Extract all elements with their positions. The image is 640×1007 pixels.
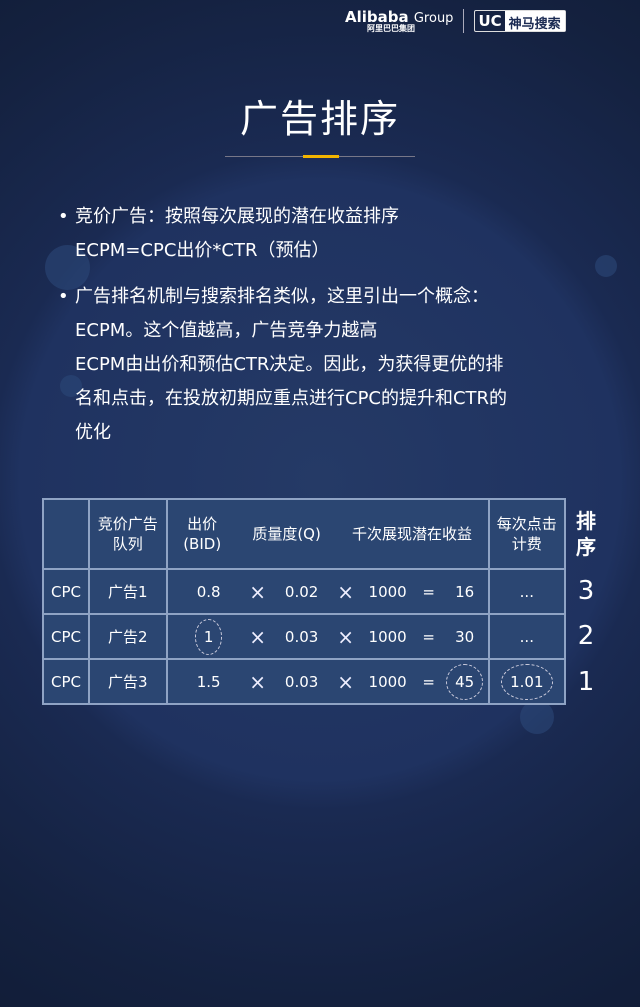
- cell-ad: 广告3: [108, 673, 148, 691]
- rank-column: 排序 3 2 1: [572, 498, 600, 707]
- bullet-line: 广告排名机制与搜索排名类似，这里引出一个概念：: [75, 286, 489, 307]
- cost-cell: 1.01: [487, 658, 567, 705]
- formula-cell: 0.8 × 0.02 × 1000 = 16: [165, 568, 490, 615]
- cell-q: 0.02: [284, 582, 319, 601]
- ad-cell: 广告3: [87, 658, 168, 705]
- rank-value: 2: [577, 621, 595, 651]
- page-title: 广告排序: [239, 97, 400, 141]
- times-sign: ×: [337, 669, 354, 694]
- cell-k: 1000: [368, 672, 407, 691]
- cell-cost: 1.01: [510, 672, 544, 691]
- header-ecpm: 千次展现潜在收益: [352, 525, 473, 543]
- accent-bar: [303, 155, 339, 158]
- cell-type: CPC: [50, 627, 81, 646]
- cell-cost: ...: [519, 627, 534, 646]
- header-text: (BID): [183, 535, 222, 553]
- cell-q: 0.03: [284, 627, 319, 646]
- bullet-item: 广告排名机制与搜索排名类似，这里引出一个概念： ECPM。这个值越高，广告竞争力…: [58, 280, 578, 450]
- divider: [463, 9, 465, 33]
- ad-cell: 广告1: [87, 568, 168, 615]
- brand-header: Alibaba Group 阿里巴巴集团 UC 神马搜索: [345, 8, 566, 34]
- highlight-circle: 1: [194, 618, 223, 655]
- cell-bid: 1: [203, 627, 214, 646]
- header-quality: 质量度(Q): [252, 525, 321, 543]
- rank-value: 1: [577, 667, 595, 697]
- cell-type: CPC: [50, 672, 81, 691]
- ad-ranking-table: 竞价广告队列 出价 (BID) 质量度(Q) 千次展现潜在收益 每次点击计费 CP…: [42, 498, 567, 705]
- cell-cost: ...: [519, 582, 534, 601]
- times-sign: ×: [337, 624, 354, 649]
- header-cpc: 每次点击 计费: [487, 498, 567, 570]
- table-row: CPC 广告3 1.5 × 0.03 × 1000 = 45 1.01: [42, 658, 567, 705]
- equals-sign: =: [422, 582, 435, 601]
- cell-k: 1000: [368, 627, 407, 646]
- header-text: 竞价广告: [97, 515, 158, 533]
- type-cell: CPC: [42, 613, 90, 660]
- bullet-line: 竞价广告：按照每次展现的潜在收益排序: [75, 206, 399, 227]
- equals-sign: =: [422, 672, 435, 691]
- shenma-text: 神马搜索: [504, 11, 565, 32]
- header-text: 每次点击: [496, 515, 557, 533]
- times-sign: ×: [249, 669, 266, 694]
- header-text: 出价: [187, 515, 218, 533]
- uc-text: UC: [478, 12, 502, 30]
- header-text: 队列: [112, 535, 143, 553]
- alibaba-text: Alibaba: [345, 8, 409, 26]
- type-cell: CPC: [42, 568, 90, 615]
- table-row: CPC 广告2 1 × 0.03 × 1000 = 30 ...: [42, 613, 567, 660]
- cell-ad: 广告1: [108, 583, 148, 601]
- header-type: [42, 498, 90, 570]
- cell-ecpm: 30: [455, 627, 475, 646]
- cell-ecpm: 45: [455, 672, 475, 691]
- header-bid: 出价 (BID): [183, 514, 221, 554]
- rank-header-text: 序: [576, 535, 596, 559]
- header-text: 计费: [511, 535, 542, 553]
- cell-k: 1000: [368, 582, 407, 601]
- alibaba-cn-text: 阿里巴巴集团: [367, 24, 415, 33]
- decor-dot: [520, 700, 554, 734]
- rank-header: 排序: [572, 498, 600, 568]
- times-sign: ×: [249, 624, 266, 649]
- bullet-list: 竞价广告：按照每次展现的潜在收益排序 ECPM=CPC出价*CTR（预估） 广告…: [58, 200, 578, 462]
- rank-header-text: 排: [576, 509, 596, 533]
- times-sign: ×: [249, 579, 266, 604]
- cell-ecpm: 16: [455, 582, 475, 601]
- cell-type: CPC: [50, 582, 81, 601]
- cell-bid: 1.5: [196, 672, 221, 691]
- rank-value: 3: [577, 576, 595, 606]
- bullet-line: ECPM。这个值越高，广告竞争力越高: [75, 320, 378, 341]
- cell-ad: 广告2: [108, 628, 148, 646]
- equals-sign: =: [422, 627, 435, 646]
- title-underline: [225, 155, 415, 158]
- times-sign: ×: [337, 579, 354, 604]
- ad-cell: 广告2: [87, 613, 168, 660]
- cell-q: 0.03: [284, 672, 319, 691]
- type-cell: CPC: [42, 658, 90, 705]
- cost-cell: ...: [487, 568, 567, 615]
- formula-cell: 1 × 0.03 × 1000 = 30: [165, 613, 490, 660]
- table-header-row: 竞价广告队列 出价 (BID) 质量度(Q) 千次展现潜在收益 每次点击计费: [42, 498, 567, 570]
- bullet-line: 名和点击，在投放初期应重点进行CPC的提升和CTR的: [75, 388, 508, 409]
- table-row: CPC 广告1 0.8 × 0.02 × 1000 = 16 ...: [42, 568, 567, 615]
- highlight-circle: 1.01: [501, 663, 553, 700]
- cost-cell: ...: [487, 613, 567, 660]
- uc-logo: UC 神马搜索: [474, 10, 566, 32]
- cell-bid: 0.8: [196, 582, 221, 601]
- formula-cell: 1.5 × 0.03 × 1000 = 45: [165, 658, 490, 705]
- highlight-circle: 45: [446, 663, 484, 700]
- alibaba-logo: Alibaba Group 阿里巴巴集团: [345, 8, 453, 34]
- group-text: Group: [413, 11, 454, 26]
- decor-dot: [595, 255, 617, 277]
- bullet-line: ECPM=CPC出价*CTR（预估）: [75, 240, 330, 261]
- header-queue: 竞价广告 队列: [87, 498, 168, 570]
- bullet-line: ECPM由出价和预估CTR决定。因此，为获得更优的排: [75, 354, 504, 375]
- bullet-line: 优化: [75, 422, 111, 443]
- bullet-item: 竞价广告：按照每次展现的潜在收益排序 ECPM=CPC出价*CTR（预估）: [58, 200, 578, 268]
- header-formula: 出价 (BID) 质量度(Q) 千次展现潜在收益: [165, 498, 490, 570]
